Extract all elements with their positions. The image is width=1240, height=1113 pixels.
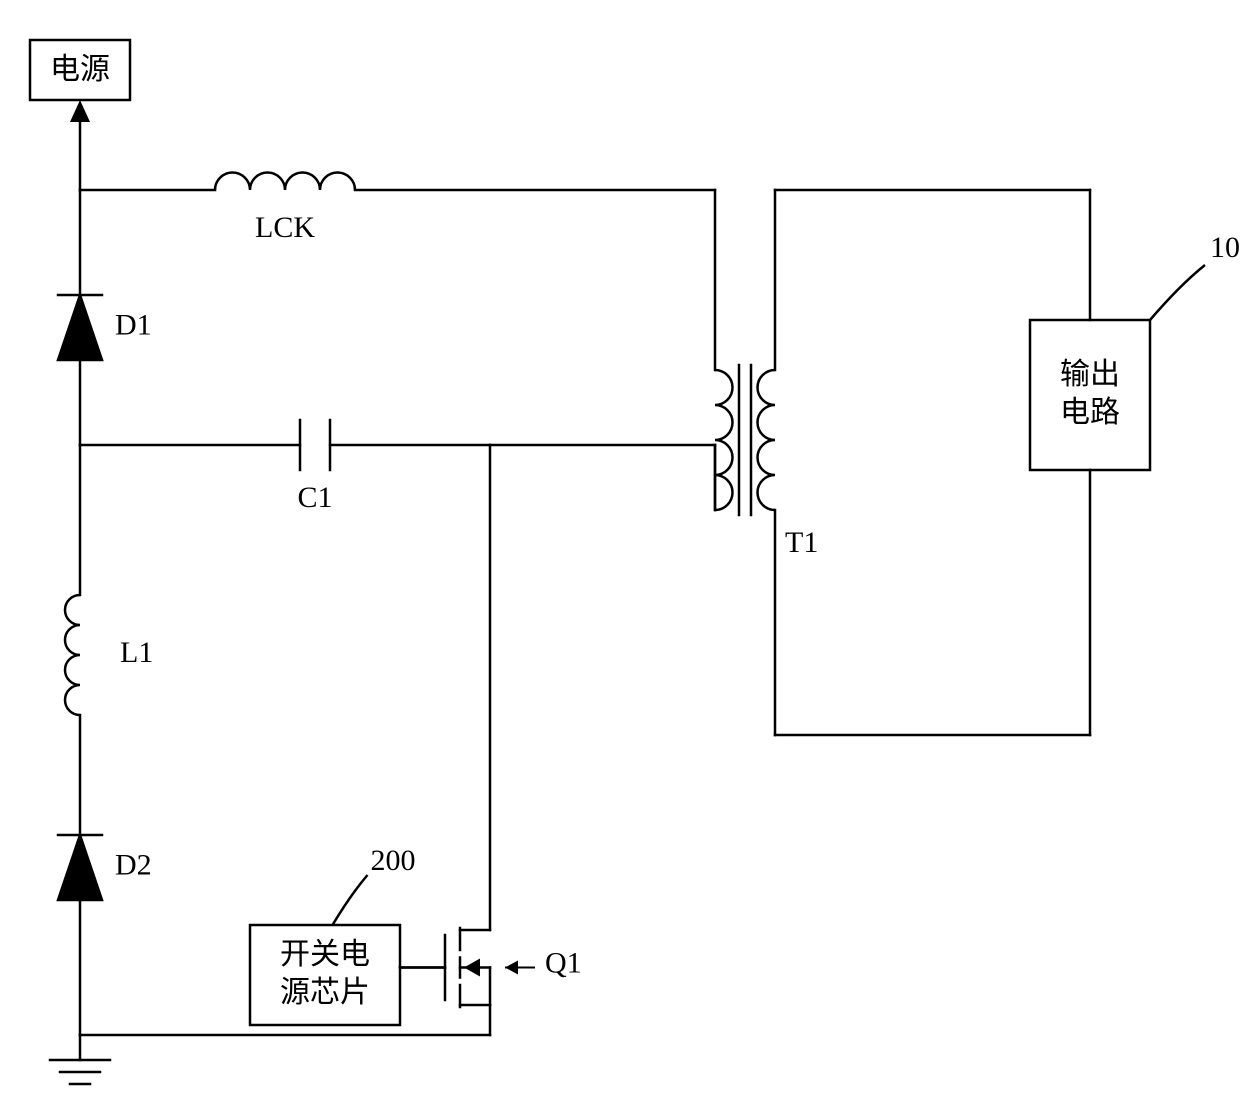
callout-100: 100 <box>1210 231 1240 264</box>
label-q1: Q1 <box>545 946 582 979</box>
transformer-secondary <box>758 370 776 510</box>
label-t1: T1 <box>785 526 818 559</box>
circuit-diagram: 电源 LCK D1 L1 D2 C1 T1 输出电路 100 Q1 开关电源芯片 200 <box>0 0 1240 1113</box>
label-l1: L1 <box>120 636 153 669</box>
output-label-1: 输出 <box>1060 358 1120 391</box>
power-label: 电源 <box>50 53 110 86</box>
label-c1: C1 <box>297 481 332 514</box>
label-d2: D2 <box>115 848 152 881</box>
chip-label-1: 开关电 <box>280 938 370 971</box>
chip-label-2: 源芯片 <box>280 976 370 1009</box>
output-label-2: 电路 <box>1060 396 1120 429</box>
inductor-l1 <box>65 595 80 715</box>
callout-200: 200 <box>371 844 416 877</box>
label-d1: D1 <box>115 308 152 341</box>
label-lck: LCK <box>255 211 315 244</box>
transformer-primary <box>715 370 733 510</box>
inductor-lck <box>215 173 355 191</box>
